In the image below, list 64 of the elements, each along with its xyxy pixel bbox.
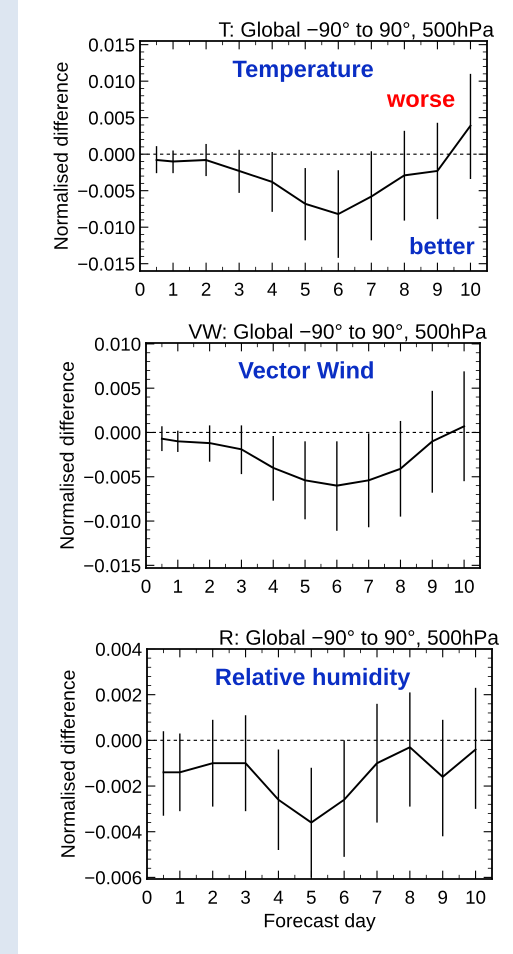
y-tick-label: 0.000: [96, 734, 142, 748]
x-tick-label: 1: [176, 890, 184, 904]
y-tick-label: 0.002: [96, 688, 142, 702]
x-tick-label: 8: [396, 580, 405, 593]
x-tick-label: 1: [174, 580, 182, 593]
y-tick-label: −0.005: [84, 470, 140, 484]
x-tick-label: 8: [405, 890, 414, 904]
y-axis-title: Normalised difference: [60, 362, 74, 548]
x-tick-label: 2: [202, 282, 210, 296]
x-tick-label: 2: [205, 580, 214, 593]
annotation: Vector Wind: [238, 361, 373, 379]
x-tick-label: 10: [455, 580, 474, 593]
chart-title: VW: Global −90° to 90°, 500hPa: [188, 324, 487, 342]
x-tick-label: 4: [268, 580, 278, 593]
x-tick-label: 6: [334, 282, 343, 296]
y-tick-label: 0.000: [88, 148, 134, 162]
x-tick-label: 9: [433, 282, 442, 296]
x-tick-label: 10: [461, 282, 480, 296]
x-tick-label: 6: [332, 580, 342, 593]
annotation: worse: [386, 94, 454, 108]
x-tick-label: 9: [428, 580, 437, 593]
x-axis-title: Forecast day: [264, 913, 376, 932]
y-tick-label: 0.005: [88, 111, 134, 125]
y-tick-label: −0.015: [84, 559, 140, 572]
x-tick-label: 4: [267, 282, 277, 296]
x-tick-label: 7: [364, 580, 373, 593]
y-tick-label: −0.006: [85, 871, 142, 884]
x-tick-label: 5: [300, 580, 310, 593]
y-tick-label: −0.005: [78, 184, 134, 198]
y-tick-label: −0.015: [78, 257, 134, 271]
x-tick-label: 4: [274, 890, 284, 904]
x-tick-label: 8: [400, 282, 409, 296]
y-tick-label: −0.010: [78, 220, 134, 234]
chart-title: R: Global −90° to 90°, 500hPa: [220, 630, 499, 648]
x-tick-label: 3: [241, 890, 250, 904]
y-tick-label: 0.000: [94, 426, 140, 440]
x-tick-label: 0: [142, 890, 152, 904]
x-tick-label: 5: [300, 282, 310, 296]
y-axis-title: Normalised difference: [54, 62, 68, 249]
x-tick-label: 7: [367, 282, 376, 296]
annotation: Relative humidity: [216, 668, 410, 690]
chart-title: T: Global −90° to 90°, 500hPa: [218, 22, 494, 40]
x-tick-label: 9: [438, 890, 448, 904]
x-tick-label: 2: [208, 890, 217, 904]
y-tick-label: 0.010: [88, 74, 134, 88]
x-tick-label: 7: [372, 890, 382, 904]
y-tick-label: 0.004: [96, 642, 142, 656]
x-tick-label: 0: [142, 580, 150, 593]
y-tick-label: 0.010: [94, 338, 140, 351]
annotation: Temperature: [232, 60, 373, 82]
x-tick-label: 10: [466, 890, 486, 904]
annotation: better: [410, 236, 474, 254]
y-tick-label: 0.015: [88, 38, 134, 52]
y-tick-label: −0.010: [84, 514, 140, 528]
x-tick-label: 6: [340, 890, 349, 904]
x-tick-label: 3: [236, 580, 246, 593]
x-tick-label: 0: [136, 282, 144, 296]
y-tick-label: 0.005: [94, 382, 140, 396]
y-tick-label: −0.002: [85, 780, 142, 794]
y-axis-title: Normalised difference: [60, 670, 75, 857]
y-tick-label: −0.004: [85, 825, 142, 839]
x-tick-label: 3: [234, 282, 244, 296]
x-tick-label: 1: [169, 282, 178, 296]
x-tick-label: 5: [306, 890, 316, 904]
